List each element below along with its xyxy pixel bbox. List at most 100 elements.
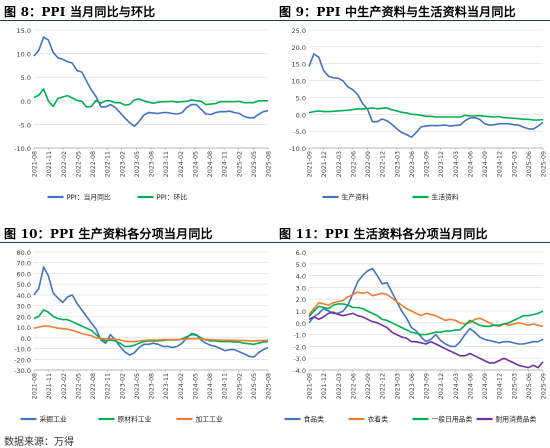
y-tick-label: 40.0 xyxy=(17,292,31,300)
y-tick-label: 0.0 xyxy=(296,320,306,328)
x-tick-label: 2024-09 xyxy=(482,151,489,177)
x-tick-label: 2022-11 xyxy=(105,151,112,177)
chart-panel-ppi-living-subitems: 图 11：PPI 生活资料各分项当月同比 6.0 5.0 4.0 3.0 2.0 1.0 0… xyxy=(275,222,550,434)
x-tick-label: 2023-03 xyxy=(394,151,401,177)
x-tick-label: 2023-05 xyxy=(134,151,141,177)
data-source-note: 数据来源：万得 xyxy=(4,437,74,448)
y-tick-label: 20.0 xyxy=(292,44,306,52)
x-tick-label: 2022-03 xyxy=(336,373,343,399)
x-tick-label: 2022-05 xyxy=(75,373,82,399)
y-tick-label: -3.0 xyxy=(293,355,306,363)
x-tick-label: 2024-12 xyxy=(497,151,504,177)
x-tick-label: 2022-02 xyxy=(61,151,68,177)
line-chart: 6.05.04.03.02.01.00.0-1.0-2.0-3.0-4.0202… xyxy=(284,249,548,424)
x-tick-label: 2023-09 xyxy=(424,373,431,399)
legend-label: 衣着类 xyxy=(368,415,389,424)
y-tick-label: -5.0 xyxy=(293,128,306,136)
title-underline xyxy=(275,242,550,243)
series-line-2 xyxy=(33,88,268,108)
legend-label: PPI：当月同比 xyxy=(67,193,111,202)
chart-title: 图 9：PPI 中生产资料与生活资料当月同比 xyxy=(279,5,516,19)
x-tick-label: 2024-03 xyxy=(453,151,460,177)
series-line-1 xyxy=(33,36,269,128)
legend-label: 食品类 xyxy=(304,415,325,424)
x-tick-label: 2025-06 xyxy=(526,151,533,177)
legend-label: 加工工业 xyxy=(196,415,223,424)
chart-panel-ppi-production-subitems: 图 10：PPI 生产资料各分项当月同比 80.0 70.0 60.0 50.0 40.… xyxy=(0,222,275,434)
x-tick-label: 2022-09 xyxy=(365,373,372,399)
x-tick-label: 2022-02 xyxy=(61,373,68,399)
y-tick-label: 5.0 xyxy=(296,261,306,269)
x-tick-label: 2023-06 xyxy=(409,373,416,399)
x-tick-label: 2024-11 xyxy=(222,373,229,399)
x-tick-label: 2024-12 xyxy=(497,373,504,399)
y-tick-label: 20.0 xyxy=(17,313,31,321)
x-tick-label: 2025-06 xyxy=(526,373,533,399)
x-tick-label: 2024-02 xyxy=(178,151,185,177)
y-tick-label: 3.0 xyxy=(296,284,306,292)
x-tick-label: 2021-08 xyxy=(32,373,39,399)
y-tick-label: -10.0 xyxy=(14,346,31,354)
y-tick-label: 5.0 xyxy=(296,94,306,102)
x-tick-label: 2022-06 xyxy=(350,151,357,177)
x-tick-label: 2024-03 xyxy=(453,373,460,399)
y-tick-label: 80.0 xyxy=(17,249,31,257)
x-tick-label: 2022-08 xyxy=(90,373,97,399)
title-underline xyxy=(0,242,275,243)
legend-label: 耐用消费品类 xyxy=(496,415,537,424)
x-tick-label: 2023-06 xyxy=(409,151,416,177)
y-tick-label: -5.0 xyxy=(18,121,31,129)
y-tick-label: -10.0 xyxy=(14,145,31,153)
x-tick-label: 2022-12 xyxy=(380,373,387,399)
y-tick-label: 4.0 xyxy=(296,273,306,281)
x-tick-label: 2023-09 xyxy=(424,151,431,177)
series-line-2 xyxy=(33,309,269,348)
x-tick-label: 2023-08 xyxy=(149,151,156,177)
x-tick-label: 2023-12 xyxy=(438,151,445,177)
x-tick-label: 2022-08 xyxy=(90,151,97,177)
y-tick-label: 6.0 xyxy=(296,249,306,257)
series-line-3 xyxy=(33,325,269,343)
y-tick-label: 10.0 xyxy=(292,78,306,86)
chart-title: 图 10：PPI 生产资料各分项当月同比 xyxy=(4,227,213,241)
title-underline xyxy=(275,20,550,21)
chart-panel-ppi-means-of-production-vs-living: 图 9：PPI 中生产资料与生活资料当月同比 25.0 20.0 15.0 10.0 5… xyxy=(275,0,550,212)
x-tick-label: 2024-05 xyxy=(192,373,199,399)
x-tick-label: 2023-05 xyxy=(134,373,141,399)
y-tick-label: 0.0 xyxy=(21,335,31,343)
x-tick-label: 2022-12 xyxy=(380,151,387,177)
x-tick-label: 2024-09 xyxy=(482,373,489,399)
y-tick-label: -30.0 xyxy=(14,367,31,375)
x-tick-label: 2025-08 xyxy=(266,373,273,399)
legend-label: 一般日用品类 xyxy=(432,415,473,424)
y-tick-label: 50.0 xyxy=(17,281,31,289)
x-tick-label: 2024-06 xyxy=(467,373,474,399)
y-tick-label: 60.0 xyxy=(17,270,31,278)
y-tick-label: 0.0 xyxy=(296,111,306,119)
y-tick-label: 15.0 xyxy=(292,61,306,69)
x-tick-label: 2025-09 xyxy=(541,373,548,399)
y-tick-label: 70.0 xyxy=(17,260,31,268)
y-tick-label: 1.0 xyxy=(296,308,306,316)
x-tick-label: 2023-02 xyxy=(119,151,126,177)
chart-title: 图 8：PPI 当月同比与环比 xyxy=(4,5,156,19)
y-tick-label: -1.0 xyxy=(293,332,306,340)
series-line-3 xyxy=(308,303,544,336)
x-tick-label: 2021-12 xyxy=(321,151,328,177)
legend-label: 原材料工业 xyxy=(118,415,152,424)
x-tick-label: 2022-06 xyxy=(350,373,357,399)
y-tick-label: 10.0 xyxy=(17,51,31,59)
x-tick-label: 2025-02 xyxy=(236,373,243,399)
x-tick-label: 2023-11 xyxy=(163,373,170,399)
x-tick-label: 2024-11 xyxy=(222,151,229,177)
chart-title: 图 11：PPI 生活资料各分项当月同比 xyxy=(279,227,488,241)
x-tick-label: 2022-11 xyxy=(105,373,112,399)
x-tick-label: 2021-09 xyxy=(307,151,314,177)
series-line-4 xyxy=(308,311,544,369)
x-tick-label: 2025-08 xyxy=(266,151,273,177)
x-tick-label: 2022-09 xyxy=(365,151,372,177)
legend-label: 生产资料 xyxy=(342,193,369,202)
y-tick-label: 15.0 xyxy=(17,27,31,35)
y-tick-label: 30.0 xyxy=(17,303,31,311)
